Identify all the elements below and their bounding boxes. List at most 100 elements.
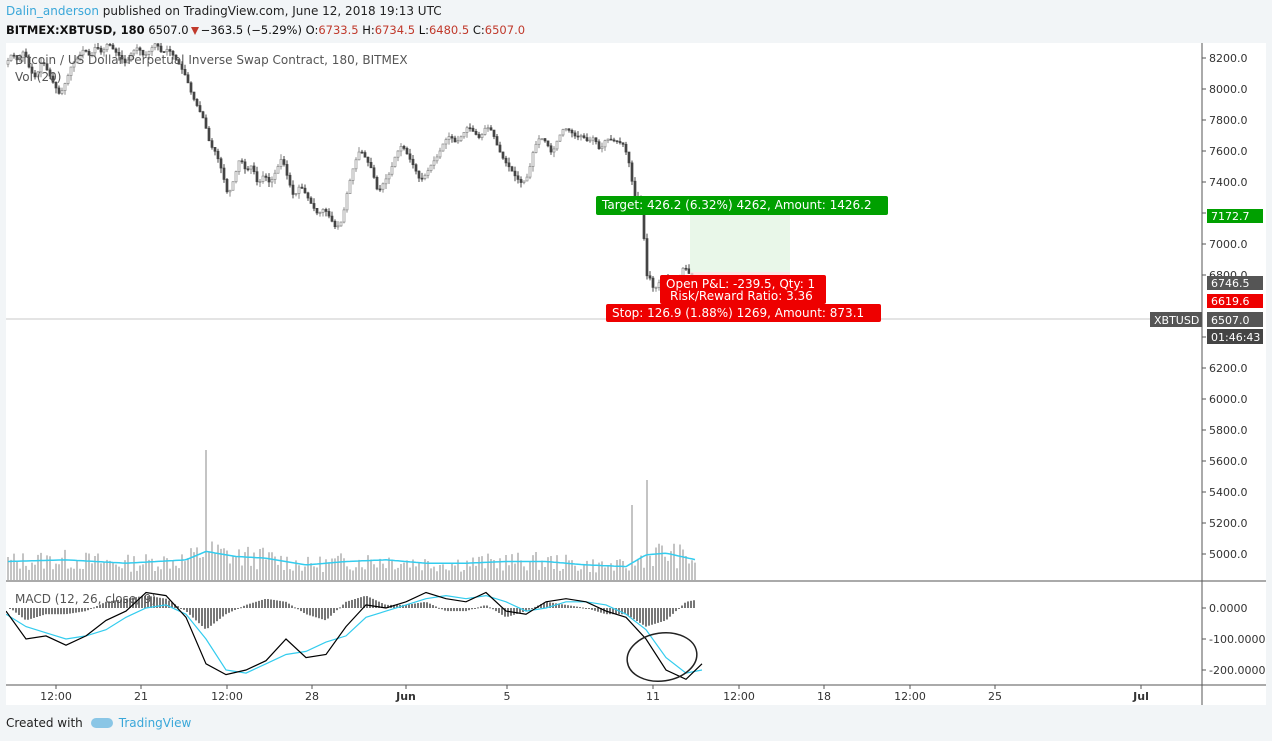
macd-histogram-bar [51, 608, 53, 615]
stop-box[interactable]: Stop: 126.9 (1.88%) 1269, Amount: 873.1 [606, 304, 881, 322]
macd-histogram-bar [546, 601, 548, 608]
candle-down [360, 151, 364, 154]
candle-up [69, 66, 73, 76]
candle-down [609, 138, 613, 141]
macd-histogram-bar [645, 608, 647, 627]
candle-down [84, 49, 88, 52]
macd-histogram-bar [114, 600, 116, 608]
price-tick-label: 6200.0 [1209, 362, 1248, 375]
candle-up [528, 166, 532, 178]
macd-histogram-bar [12, 608, 14, 611]
annotation-circle[interactable] [624, 628, 700, 685]
candle-down [99, 47, 103, 53]
pnl-box[interactable]: Open P&L: -239.5, Qty: 1 Risk/Reward Rat… [660, 275, 826, 304]
macd-histogram-bar [663, 608, 665, 622]
macd-histogram-bar [588, 608, 590, 609]
candle-down [24, 51, 28, 58]
macd-histogram-bar [78, 608, 80, 613]
candle-down [450, 136, 454, 139]
candle-down [543, 138, 547, 142]
candle-down [420, 177, 424, 180]
candle-up [258, 181, 262, 183]
svg-text:7172.7: 7172.7 [1211, 210, 1250, 223]
macd-histogram-bar [111, 600, 113, 608]
target-zone [690, 214, 790, 272]
price-tick-label: 6000.0 [1209, 393, 1248, 406]
candle-up [105, 43, 109, 51]
macd-histogram-bar [63, 608, 65, 615]
macd-histogram-bar [294, 607, 296, 609]
macd-histogram-bar [204, 608, 206, 629]
macd-histogram-bar [408, 604, 410, 608]
chart-area[interactable]: 8200.08000.07800.07600.07400.07200.07000… [5, 40, 1266, 705]
close-value: 6507.0 [484, 23, 526, 37]
tradingview-link[interactable]: TradingView [118, 716, 192, 730]
macd-histogram-bar [222, 608, 224, 617]
candle-down [33, 72, 37, 78]
candle-up [486, 127, 490, 130]
candle-down [159, 45, 163, 52]
volume-bars [7, 450, 696, 580]
pnl-box-bg [660, 275, 826, 304]
macd-histogram-bar [351, 599, 353, 608]
author-link[interactable]: Dalin_anderson [6, 4, 99, 18]
macd-histogram-bar [480, 606, 482, 608]
current-price-label: 6507.0 [1207, 312, 1263, 327]
candle-up [357, 151, 361, 161]
macd-histogram-bar [384, 604, 386, 608]
macd-histogram-bar [366, 596, 368, 608]
time-tick-label: Jul [1132, 690, 1149, 703]
macd-histogram-bar [525, 608, 527, 612]
macd-histogram-bar [564, 604, 566, 608]
macd-histogram-bar [378, 601, 380, 608]
open-label: O: [305, 23, 319, 37]
macd-histogram-bar [132, 597, 134, 608]
candle-down [246, 168, 250, 171]
macd-histogram-bar [486, 605, 488, 608]
macd-histogram-bar [255, 601, 257, 608]
candle-down [156, 43, 160, 47]
macd-histogram-bar [570, 605, 572, 608]
candle-up [345, 193, 349, 211]
macd-histogram-bar [159, 597, 161, 608]
macd-histogram-bar [651, 608, 653, 625]
candle-up [231, 181, 235, 191]
macd-histogram-bar [369, 597, 371, 608]
target-box[interactable]: Target: 426.2 (6.32%) 4262, Amount: 1426… [596, 196, 888, 215]
chart-svg[interactable]: 8200.08000.07800.07600.07400.07200.07000… [5, 40, 1266, 705]
macd-histogram-bar [195, 608, 197, 621]
candle-down [210, 140, 214, 148]
macd-histogram-bar [333, 608, 335, 613]
candle-down [141, 49, 145, 56]
candle-up [129, 53, 133, 61]
macd-histogram-bar [249, 603, 251, 608]
candle-up [132, 49, 136, 55]
volume-legend: Vol (20) [15, 70, 61, 84]
macd-histogram-bar [396, 604, 398, 608]
macd-histogram-bar [30, 608, 32, 619]
macd-histogram-bar [84, 608, 86, 612]
candle-down [363, 152, 367, 158]
candle-up [297, 186, 301, 194]
macd-histogram-bar [201, 608, 203, 626]
candle-down [171, 50, 175, 56]
macd-histogram-bar [216, 608, 218, 622]
candle-up [393, 156, 397, 167]
svg-text:6619.6: 6619.6 [1211, 295, 1250, 308]
symbol-label: BITMEX:XBTUSD, 180 [6, 23, 145, 37]
candle-down [255, 171, 259, 183]
macd-histogram-bar [105, 601, 107, 608]
candle-down [30, 66, 34, 74]
macd-histogram-bar [336, 608, 338, 611]
macd-histogram-bar [411, 603, 413, 608]
macd-tick-label: -100.0000 [1209, 633, 1265, 646]
price-tick-label: 7600.0 [1209, 145, 1248, 158]
svg-text:6746.5: 6746.5 [1211, 277, 1250, 290]
time-tick-label: 18 [817, 690, 831, 703]
macd-histogram-bar [240, 607, 242, 609]
macd-histogram-bar [429, 603, 431, 608]
footer: Created with TradingView [6, 716, 191, 730]
candle-down [324, 209, 328, 212]
macd-histogram-bar [75, 608, 77, 613]
macd-histogram-bar [18, 608, 20, 615]
